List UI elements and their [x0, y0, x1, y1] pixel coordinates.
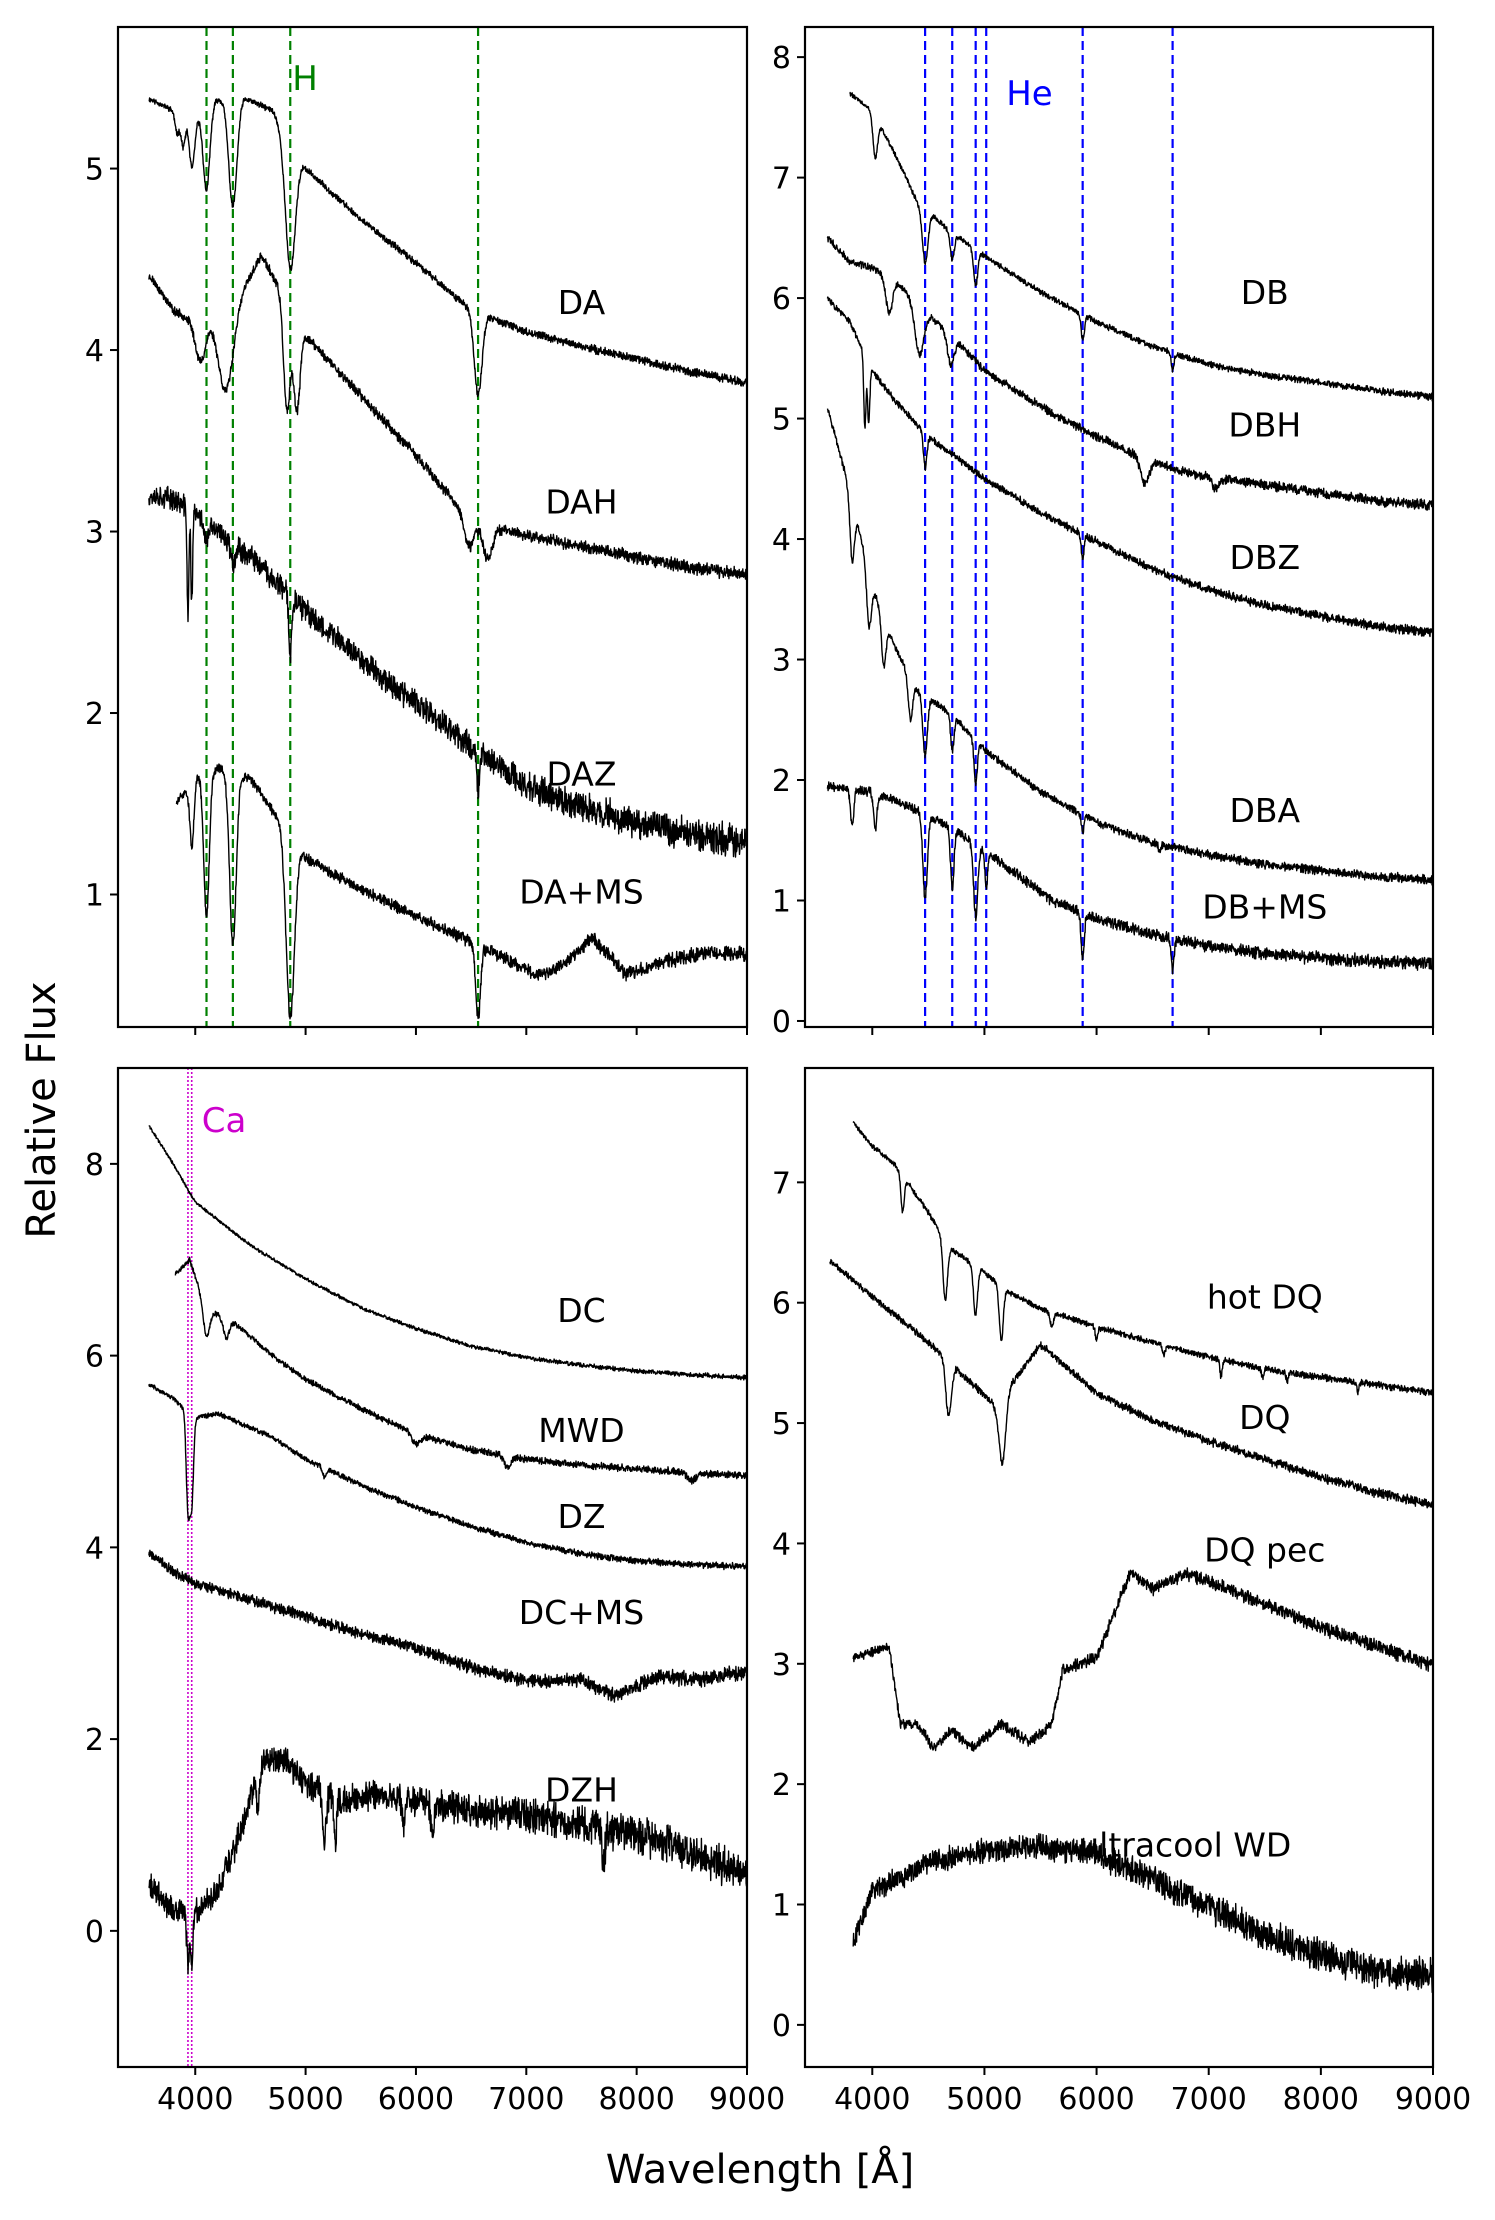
y-tick-label-5: 5 — [772, 1407, 791, 1442]
spectral-label-mwd: MWD — [538, 1411, 625, 1450]
spectral-label-db: DB — [1241, 273, 1289, 312]
y-tick-label-2: 2 — [772, 764, 791, 799]
y-tick-label-0: 0 — [85, 1915, 104, 1950]
panel-frame-top-right — [803, 25, 1435, 1029]
panel-top-left: H DA DAH DAZ DA+MS 1 2 3 4 5 — [85, 25, 749, 1035]
x-axis-title: Wavelength [Å] — [606, 2145, 915, 2193]
panel-frame-top-left — [116, 25, 749, 1029]
spectral-label-da: DA — [558, 283, 606, 322]
spectral-label-dbh: DBH — [1228, 406, 1301, 445]
y-tick-label-2: 2 — [85, 1723, 104, 1758]
y-tick-label-7: 7 — [772, 162, 791, 197]
y-tick-label-4: 4 — [772, 523, 791, 558]
spectral-label-dc: DC — [557, 1291, 605, 1330]
spectrum-daz — [148, 485, 747, 858]
y-tick-label-1: 1 — [772, 884, 791, 919]
y-tick-label-0: 0 — [772, 2009, 791, 2044]
spectrum-dbz — [826, 296, 1433, 638]
y-tick-label-8: 8 — [85, 1148, 104, 1183]
y-tick-label-5: 5 — [772, 403, 791, 438]
x-tick-label-9000: 9000 — [1395, 2082, 1471, 2117]
spectrum-dc-ms — [148, 1549, 747, 1703]
panel-frame-bottom-left — [116, 1066, 749, 2069]
spectrum-dzh — [148, 1747, 747, 1975]
spectrum-dz — [148, 1383, 747, 1571]
spectrum-dba — [826, 408, 1433, 886]
y-tick-label-3: 3 — [772, 1648, 791, 1683]
spectral-label-ultracool-wd: ultracool WD — [1078, 1825, 1291, 1864]
spectrum-dah — [148, 252, 747, 581]
y-tick-label-6: 6 — [85, 1340, 104, 1375]
panel-frame-bottom-right — [803, 1066, 1435, 2069]
y-tick-label-1: 1 — [772, 1889, 791, 1924]
y-tick-label-3: 3 — [85, 516, 104, 551]
x-tick-label-4000: 4000 — [157, 2082, 233, 2117]
spectral-label-dc-ms: DC+MS — [519, 1593, 645, 1632]
spectrum-hot-dq — [852, 1121, 1433, 1397]
spectral-label-dzh: DZH — [545, 1770, 618, 1809]
x-tick-label-5000: 5000 — [946, 2082, 1022, 2117]
spectral-label-dba: DBA — [1229, 791, 1300, 830]
spectrum-db-ms — [826, 781, 1433, 975]
spectrum-db — [849, 91, 1433, 402]
spectral-label-dah: DAH — [545, 482, 617, 521]
x-tick-label-9000: 9000 — [709, 2082, 785, 2117]
y-tick-label-3: 3 — [772, 644, 791, 679]
line-label-he: He — [1006, 74, 1052, 114]
y-tick-label-0: 0 — [772, 1005, 791, 1040]
x-tick-label-7000: 7000 — [1171, 2082, 1247, 2117]
spectrum-dbh — [826, 236, 1433, 511]
y-tick-label-2: 2 — [772, 1768, 791, 1803]
x-tick-label-6000: 6000 — [1058, 2082, 1134, 2117]
x-tick-label-8000: 8000 — [1283, 2082, 1359, 2117]
y-tick-label-6: 6 — [772, 282, 791, 317]
y-tick-label-4: 4 — [85, 334, 104, 369]
spectral-label-dq: DQ — [1239, 1398, 1290, 1437]
spectral-label-daz: DAZ — [546, 755, 616, 794]
y-tick-label-8: 8 — [772, 41, 791, 76]
y-tick-label-1: 1 — [85, 879, 104, 914]
spectrum-mwd — [174, 1256, 747, 1485]
y-tick-label-7: 7 — [772, 1166, 791, 1201]
x-tick-label-4000: 4000 — [834, 2082, 910, 2117]
x-tick-label-8000: 8000 — [598, 2082, 674, 2117]
spectral-label-db-ms: DB+MS — [1202, 888, 1327, 927]
y-tick-label-2: 2 — [85, 697, 104, 732]
y-axis-title: Relative Flux — [19, 981, 65, 1238]
panel-top-right: He DB DBH DBZ DBA DB+MS 0 1 2 3 4 5 6 7 8 — [772, 25, 1435, 1040]
spectrum-dc — [148, 1125, 747, 1381]
y-tick-label-6: 6 — [772, 1287, 791, 1322]
spectral-label-dz: DZ — [557, 1497, 605, 1536]
spectrum-da — [148, 97, 747, 398]
line-label-ca: Ca — [202, 1101, 247, 1141]
spectral-label-da-ms: DA+MS — [519, 873, 643, 912]
y-tick-label-5: 5 — [85, 153, 104, 188]
spectrum-dq — [829, 1258, 1433, 1509]
spectral-label-dq-pec: DQ pec — [1204, 1530, 1325, 1569]
line-label-h: H — [292, 59, 318, 99]
x-tick-label-5000: 5000 — [267, 2082, 343, 2117]
panel-bottom-left: Ca DC MWD DZ DC+MS DZH 4000 5000 6000 7000 8000 900… — [85, 1066, 785, 2117]
y-tick-label-4: 4 — [85, 1531, 104, 1566]
spectrum-da-ms — [175, 763, 747, 1020]
spectrum-dq-pec — [852, 1567, 1433, 1752]
y-tick-label-4: 4 — [772, 1527, 791, 1562]
x-tick-label-6000: 6000 — [378, 2082, 454, 2117]
spectrum-ultracool-wd — [852, 1833, 1433, 1994]
spectral-label-hot-dq: hot DQ — [1207, 1278, 1323, 1317]
x-tick-label-7000: 7000 — [488, 2082, 564, 2117]
spectral-label-dbz: DBZ — [1229, 538, 1300, 577]
